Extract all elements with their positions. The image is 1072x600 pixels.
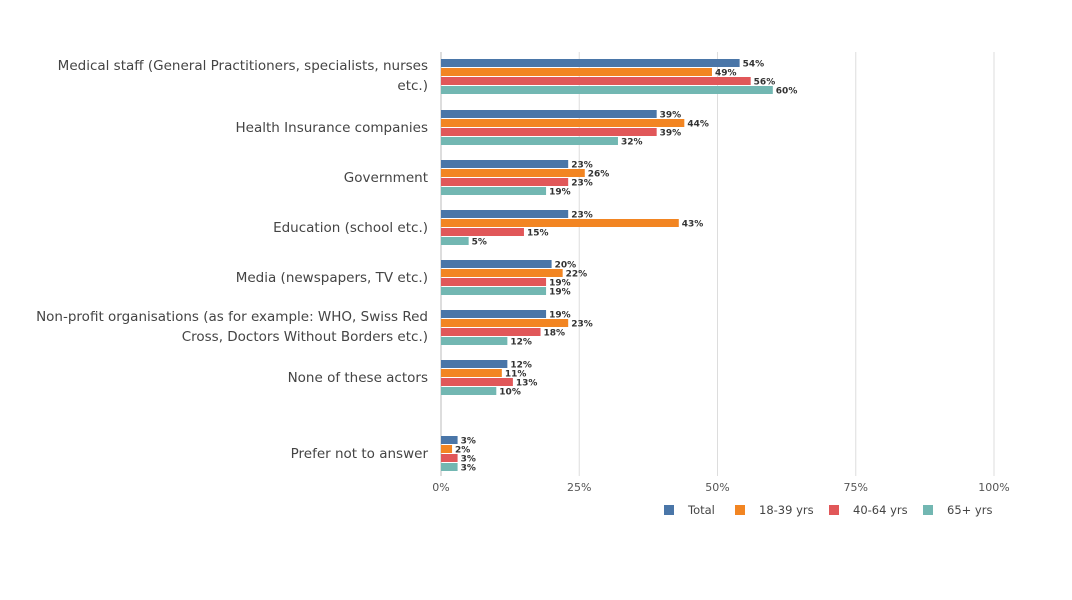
data-label: 23% xyxy=(571,211,593,221)
bar-65-yrs xyxy=(441,86,773,94)
data-label: 19% xyxy=(549,188,571,198)
data-label: 13% xyxy=(516,379,538,389)
data-label: 39% xyxy=(660,129,682,139)
bar-65-yrs xyxy=(441,337,508,345)
category-label: None of these actors xyxy=(288,370,428,386)
bar-18-39-yrs xyxy=(441,445,453,453)
bar-total xyxy=(441,310,547,318)
category-label: Cross, Doctors Without Borders etc.) xyxy=(182,329,428,345)
bar-65-yrs xyxy=(441,287,547,295)
data-label: 60% xyxy=(776,87,798,97)
bar-40-64-yrs xyxy=(441,454,458,462)
x-tick-label: 75% xyxy=(844,481,868,494)
data-label: 3% xyxy=(461,455,476,465)
category-label: Media (newspapers, TV etc.) xyxy=(236,270,428,286)
data-label: 43% xyxy=(682,220,704,230)
bar-65-yrs xyxy=(441,237,469,245)
bar-total xyxy=(441,59,740,67)
data-label: 12% xyxy=(510,361,532,371)
data-label: 3% xyxy=(461,437,476,447)
data-label: 23% xyxy=(571,161,593,171)
bar-total xyxy=(441,260,552,268)
legend-swatch xyxy=(664,505,674,515)
data-label: 39% xyxy=(660,111,682,121)
bar-65-yrs xyxy=(441,387,497,395)
legend-label: 40-64 yrs xyxy=(853,503,908,517)
bar-40-64-yrs xyxy=(441,128,657,136)
bar-65-yrs xyxy=(441,137,618,145)
bar-65-yrs xyxy=(441,187,547,195)
bar-total xyxy=(441,160,569,168)
bar-65-yrs xyxy=(441,463,458,471)
legend-swatch xyxy=(829,505,839,515)
bar-total xyxy=(441,436,458,444)
bar-18-39-yrs xyxy=(441,169,585,177)
legend-swatch xyxy=(735,505,745,515)
bar-40-64-yrs xyxy=(441,378,513,386)
data-label: 11% xyxy=(505,370,527,380)
data-label: 23% xyxy=(571,179,593,189)
data-label: 56% xyxy=(754,78,776,88)
bar-40-64-yrs xyxy=(441,178,569,186)
data-label: 49% xyxy=(715,69,737,79)
bar-40-64-yrs xyxy=(441,328,541,336)
bar-18-39-yrs xyxy=(441,319,569,327)
x-tick-label: 0% xyxy=(432,481,449,494)
category-label: Non-profit organisations (as for example… xyxy=(36,309,428,325)
bar-18-39-yrs xyxy=(441,369,502,377)
category-label: Education (school etc.) xyxy=(273,220,428,236)
data-label: 22% xyxy=(566,270,588,280)
category-label: Medical staff (General Practitioners, sp… xyxy=(58,58,428,74)
bar-40-64-yrs xyxy=(441,77,751,85)
data-label: 23% xyxy=(571,320,593,330)
legend-label: 65+ yrs xyxy=(947,503,992,517)
data-label: 5% xyxy=(472,238,487,248)
legend-label: 18-39 yrs xyxy=(759,503,814,517)
category-label: etc.) xyxy=(397,78,428,94)
bar-total xyxy=(441,110,657,118)
data-label: 18% xyxy=(544,329,566,339)
data-label: 54% xyxy=(743,60,765,70)
category-label: Government xyxy=(344,170,428,186)
data-label: 19% xyxy=(549,311,571,321)
data-label: 15% xyxy=(527,229,549,239)
data-label: 20% xyxy=(555,261,577,271)
data-label: 19% xyxy=(549,288,571,298)
data-label: 19% xyxy=(549,279,571,289)
category-label: Health Insurance companies xyxy=(236,120,428,136)
data-label: 10% xyxy=(499,388,521,398)
x-tick-label: 25% xyxy=(567,481,591,494)
bar-40-64-yrs xyxy=(441,228,524,236)
legend-label: Total xyxy=(687,503,715,517)
data-label: 44% xyxy=(687,120,709,130)
data-label: 2% xyxy=(455,446,470,456)
data-label: 12% xyxy=(510,338,532,348)
data-label: 3% xyxy=(461,464,476,474)
x-tick-label: 50% xyxy=(705,481,729,494)
bar-total xyxy=(441,210,569,218)
bar-40-64-yrs xyxy=(441,278,547,286)
bar-total xyxy=(441,360,508,368)
bar-18-39-yrs xyxy=(441,219,679,227)
category-label: Prefer not to answer xyxy=(291,446,429,462)
legend-swatch xyxy=(923,505,933,515)
bar-18-39-yrs xyxy=(441,269,563,277)
bar-18-39-yrs xyxy=(441,68,712,76)
data-label: 32% xyxy=(621,138,643,148)
bar-18-39-yrs xyxy=(441,119,685,127)
data-label: 26% xyxy=(588,170,610,180)
x-tick-label: 100% xyxy=(978,481,1009,494)
